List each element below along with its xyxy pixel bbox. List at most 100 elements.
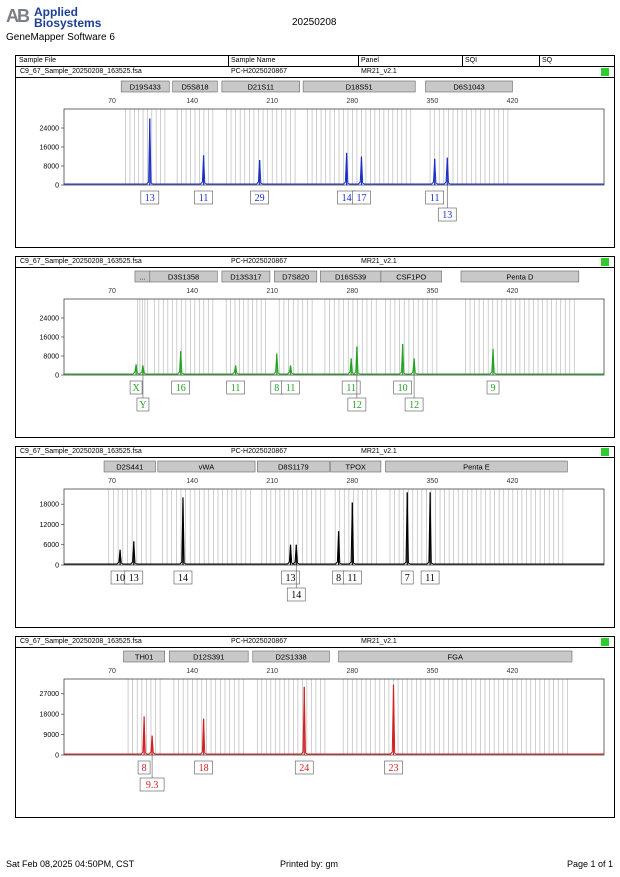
footer-page: Page 1 of 1 [567,859,614,869]
allele-call-box [173,570,193,585]
x-tick-label: 350 [427,668,439,675]
x-tick-label: 350 [427,478,439,485]
y-tick-label: 9000 [43,732,59,739]
report-date-title: 20250208 [292,17,337,28]
marker-box [168,650,249,663]
x-tick-label: 140 [186,288,198,295]
allele-call-label: 23 [388,763,398,774]
marker-box [274,270,318,283]
sample-info-row: C9_67_Sample_20250208_163525.fsa PC-H2025… [16,67,614,78]
y-tick-label: 16000 [40,335,60,342]
col-sample-name: Sample Name [231,57,276,64]
applied-biosystems-logo: AB Applied Biosystems [6,6,116,32]
y-tick-label: 0 [55,753,59,760]
col-sq: SQ [542,57,553,64]
allele-call-box [341,380,361,395]
y-tick-label: 8000 [43,354,59,361]
allele-call-box [486,380,500,395]
sq-status-indicator [601,638,609,646]
electropherogram-black: D2S441 vWA D8S1179 TPOX Penta E70 140 210 280 35… [40,460,605,602]
marker-box [157,460,256,473]
x-tick-label: 350 [427,98,439,105]
sample-info-row: C9_67_Sample_20250208_163525.fsa PC-H2025… [16,257,614,268]
allele-call-label: 13 [286,573,296,584]
marker-label: D16S539 [335,273,366,282]
allele-call-label: X [132,383,140,394]
allele-call-box [286,587,306,602]
panel-green: C9_67_Sample_20250208_163525.fsa PC-H2025… [15,256,615,438]
trace-black [64,492,604,565]
x-tick-label: 210 [266,478,278,485]
y-tick-label: 0 [55,373,59,380]
allele-call-box [420,570,440,585]
marker-box [252,650,330,663]
sq-status-indicator [601,448,609,456]
marker-box [302,80,416,93]
marker-label: D13S317 [230,273,261,282]
marker-label: Penta D [506,273,534,282]
sample-name: PC-H2025020867 [231,638,288,645]
footer-printed-at: Sat Feb 08,2025 04:50PM, CST [6,859,135,869]
marker-label: TH01 [135,653,153,662]
panel-red: C9_67_Sample_20250208_163525.fsa PC-H2025… [15,636,615,818]
marker-label: D7S820 [282,273,309,282]
allele-call-box [400,570,414,585]
plot-frame [63,678,605,756]
marker-label: D3S1358 [168,273,199,282]
x-tick-label: 420 [507,668,519,675]
allele-call-box [136,397,150,412]
allele-call-label: 24 [299,763,309,774]
allele-call-label: 9 [491,383,496,394]
allele-call-label: 16 [176,383,186,394]
allele-call-label: 8 [142,763,147,774]
allele-call-label: 11 [231,383,241,394]
y-tick-label: 16000 [40,145,60,152]
allele-call-label: 10 [115,573,125,584]
marker-label: CSF1PO [396,273,426,282]
marker-label: D6S1043 [453,83,484,92]
x-tick-label: 280 [346,288,358,295]
allele-call-label: 7 [405,573,410,584]
logo-mark: AB [6,6,30,26]
allele-call-box [281,570,300,585]
allele-call-box [194,190,213,205]
sample-name: PC-H2025020867 [231,68,288,75]
allele-call-box [425,190,444,205]
y-tick-label: 6000 [43,542,59,549]
marker-box [123,650,165,663]
marker-box [221,80,300,93]
plot-frame [63,488,605,566]
x-tick-label: 280 [346,478,358,485]
allele-call-label: 14 [342,193,352,204]
y-tick-label: 27000 [40,691,60,698]
allele-call-box [250,190,269,205]
allele-call-label: 14 [178,573,188,584]
marker-label: D21S11 [248,83,275,92]
electropherogram-red: TH01 D12S391 D2S1338 FGA 70 140 210 280 350 420 0 9… [40,650,605,792]
y-tick-label: 0 [55,183,59,190]
marker-box [338,650,573,663]
x-tick-label: 350 [427,288,439,295]
panel-blue: C9_67_Sample_20250208_163525.fsa PC-H2025… [15,66,615,248]
sample-file: C9_67_Sample_20250208_163525.fsa [20,68,142,75]
allele-call-label: Y [139,400,146,411]
footer-printed-by: Printed by: gm [280,859,339,869]
marker-label: Penta E [463,463,490,472]
allele-call-label: 11 [199,193,209,204]
trace-blue [64,118,604,185]
marker-box [460,270,580,283]
allele-call-label: 11 [346,383,356,394]
allele-call-label: 18 [199,763,209,774]
sq-status-indicator [601,258,609,266]
col-panel: Panel [361,57,379,64]
electropherogram-green: ... D3S1358 D13S317 D7S820 D16S539 CSF1PO Pent… [40,270,605,412]
marker-label: ... [139,273,145,282]
marker-label: D18S51 [346,83,373,92]
allele-call-box [437,207,457,222]
marker-box [385,460,568,473]
allele-call-box [384,760,403,775]
marker-box [257,460,330,473]
logo-line1: Applied [34,5,78,19]
x-tick-label: 70 [108,288,116,295]
